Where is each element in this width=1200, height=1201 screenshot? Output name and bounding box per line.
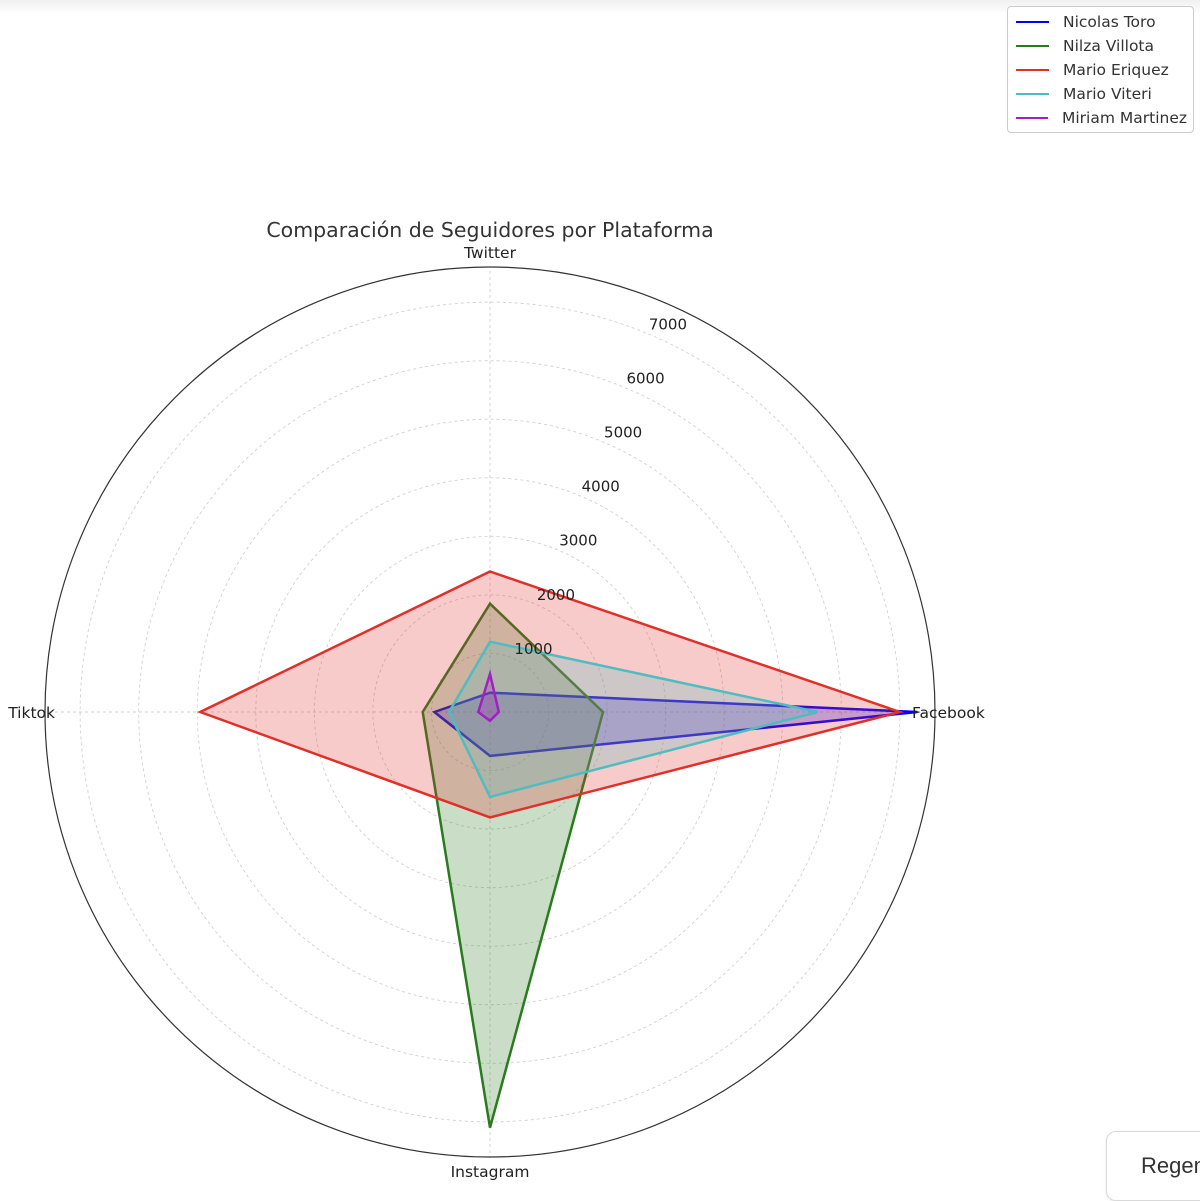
legend-item-nicolas-toro: Nicolas Toro xyxy=(1014,10,1187,34)
rtick-label: 5000 xyxy=(604,424,642,442)
legend-item-mario-viteri: Mario Viteri xyxy=(1014,82,1187,106)
legend-label: Mario Viteri xyxy=(1063,85,1152,103)
regenerate-label: Regenerate xyxy=(1141,1153,1200,1178)
series-miriam-martinez xyxy=(476,669,501,723)
top-strip xyxy=(0,0,1200,14)
outer-frame xyxy=(44,266,936,1158)
grid-circle-5000 xyxy=(196,418,784,1006)
legend-item-mario-eriquez: Mario Eriquez xyxy=(1014,58,1187,82)
series-mario-viteri xyxy=(447,640,819,799)
rtick-label: 2000 xyxy=(537,586,575,604)
legend-label: Miriam Martinez xyxy=(1061,109,1187,127)
legend-swatch xyxy=(1016,69,1049,71)
legend-swatch xyxy=(1016,93,1049,95)
rtick-label: 1000 xyxy=(514,640,552,658)
chart-title: Comparación de Seguidores por Plataforma xyxy=(266,218,713,242)
legend-label: Nilza Villota xyxy=(1063,37,1155,55)
legend-swatch xyxy=(1016,117,1048,119)
axis-label-twitter: Twitter xyxy=(463,244,517,262)
axis-label-facebook: Facebook xyxy=(912,704,985,722)
rtick-label: 6000 xyxy=(626,369,664,387)
rtick-label: 3000 xyxy=(559,532,597,550)
rtick-label: 4000 xyxy=(582,478,620,496)
legend-label: Nicolas Toro xyxy=(1063,13,1156,31)
legend-label: Mario Eriquez xyxy=(1063,61,1169,79)
legend-item-nilza-villota: Nilza Villota xyxy=(1014,34,1187,58)
legend-swatch xyxy=(1016,45,1049,47)
legend-item-miriam-martinez: Miriam Martinez xyxy=(1014,106,1187,130)
grid-circle-2000 xyxy=(372,594,608,830)
axis-label-instagram: Instagram xyxy=(451,1163,530,1181)
regenerate-button[interactable]: Regenerate xyxy=(1106,1131,1200,1201)
grid-circle-6000 xyxy=(138,360,842,1064)
rtick-label: 7000 xyxy=(649,315,687,333)
legend-swatch xyxy=(1016,21,1049,23)
series-nilza-villota xyxy=(421,601,605,1129)
series-mario-eriquez xyxy=(196,570,905,819)
series-layer xyxy=(196,570,918,1129)
legend: Nicolas Toro Nilza Villota Mario Eriquez Ma… xyxy=(1007,6,1194,133)
label-layer: 1000 2000 3000 4000 5000 6000 7000 Twitter Faceb… xyxy=(7,218,985,1181)
grid-circle-1000 xyxy=(430,652,550,772)
axis-label-tiktok: Tiktok xyxy=(7,704,55,722)
